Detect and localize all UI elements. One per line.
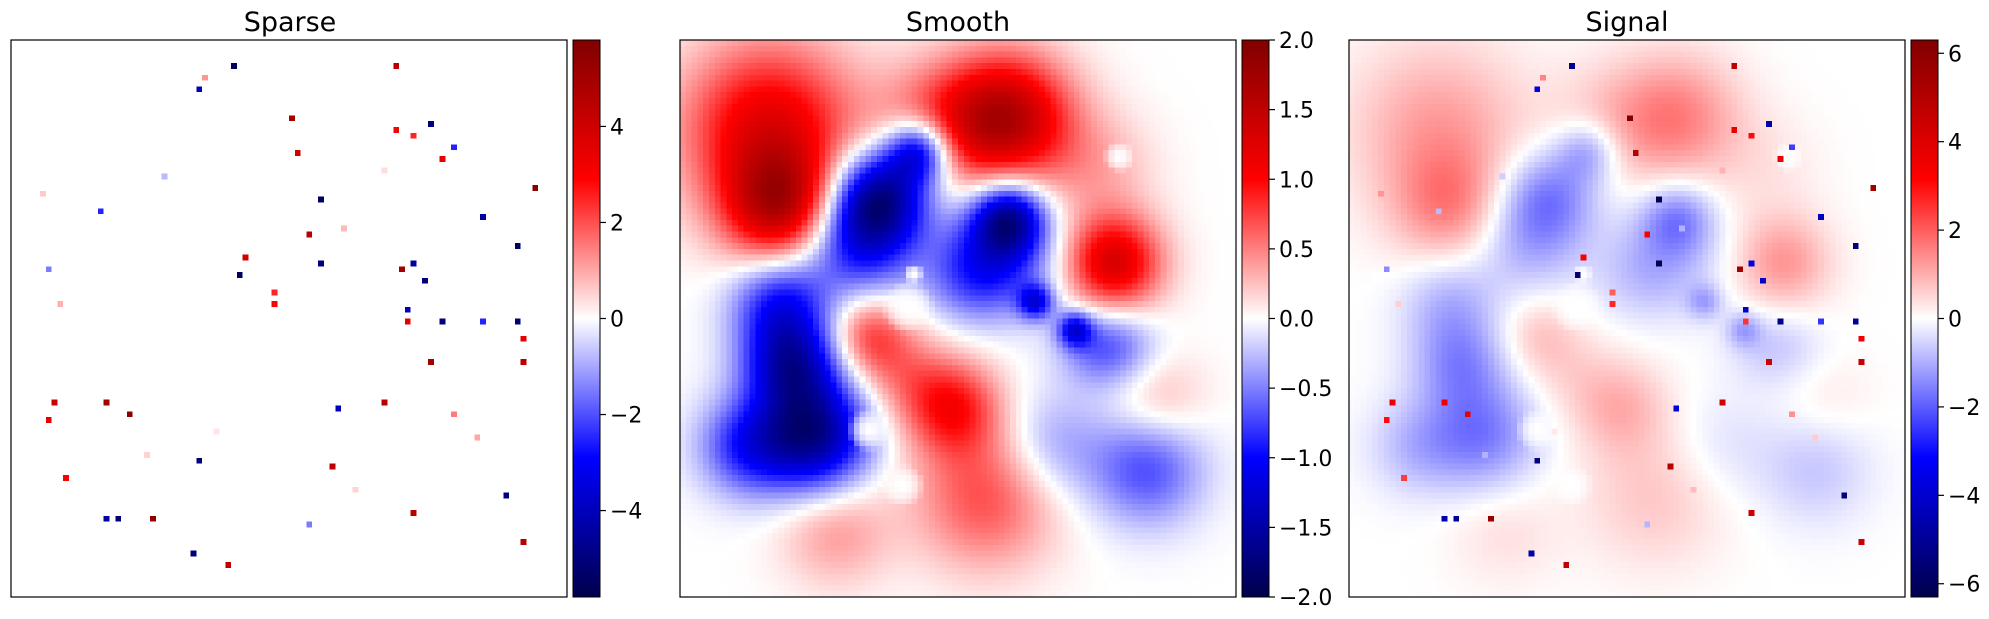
- colorbar-tick-label: 2: [1948, 219, 1962, 244]
- colorbar-ticks-signal: −6 −4 −2 0 2 4 6: [1938, 42, 1980, 598]
- colorbar-tick-label: −4: [1948, 484, 1980, 509]
- panel-title-sparse: Sparse: [244, 7, 337, 38]
- colorbar-tick-label: −6: [1948, 573, 1980, 598]
- colorbar-tick-label: 0: [1948, 308, 1962, 333]
- panel-title-signal: Signal: [1586, 7, 1669, 38]
- heatmap-sparse: [11, 40, 567, 597]
- colorbar-ticks-smooth: −2.0 −1.5 −1.0 −0.5 0.0 0.5 1.0 1.5 2.0: [1269, 29, 1332, 611]
- colorbar-tick-label: 6: [1948, 42, 1962, 67]
- colorbar-tick-label: −2: [610, 404, 642, 429]
- panel-title-smooth: Smooth: [906, 7, 1010, 38]
- colorbar-tick-label: 0.0: [1279, 308, 1314, 333]
- panel-signal: Signal −6 −4 −2 0 2 4 6: [1348, 7, 1980, 598]
- heatmap-smooth: [680, 40, 1236, 597]
- panel-sparse: Sparse −4 −2 0 2 4: [10, 7, 642, 598]
- axes-frame-smooth: [679, 39, 1237, 598]
- colorbar-tick-label: −0.5: [1279, 377, 1332, 402]
- colorbar-tick-label: 4: [1948, 131, 1962, 156]
- colorbar-tick-label: −1.0: [1279, 447, 1332, 472]
- heatmap-signal: [1349, 40, 1905, 597]
- colorbar-ticks-sparse: −4 −2 0 2 4: [600, 115, 642, 525]
- colorbar-tick-label: −4: [610, 500, 642, 525]
- colorbar-signal: [1910, 39, 1939, 598]
- colorbar-tick-label: 1.5: [1279, 99, 1314, 124]
- colorbar-tick-label: 2: [610, 211, 624, 236]
- axes-frame-sparse: [10, 39, 568, 598]
- colorbar-tick-label: 0.5: [1279, 238, 1314, 263]
- colorbar-tick-label: 0: [610, 308, 624, 333]
- colorbar-sparse: [572, 39, 601, 598]
- colorbar-tick-label: 4: [610, 115, 624, 140]
- colorbar-tick-label: −2: [1948, 396, 1980, 421]
- axes-frame-signal: [1348, 39, 1906, 598]
- colorbar-smooth: [1241, 39, 1270, 598]
- panel-smooth: Smooth −2.0 −1.5 −1.0 −0.5 0.0 0.5 1.0 1.5 2.0: [679, 7, 1332, 611]
- colorbar-tick-label: −2.0: [1279, 586, 1332, 611]
- colorbar-tick-label: 2.0: [1279, 29, 1314, 54]
- colorbar-tick-label: −1.5: [1279, 516, 1332, 541]
- colorbar-tick-label: 1.0: [1279, 168, 1314, 193]
